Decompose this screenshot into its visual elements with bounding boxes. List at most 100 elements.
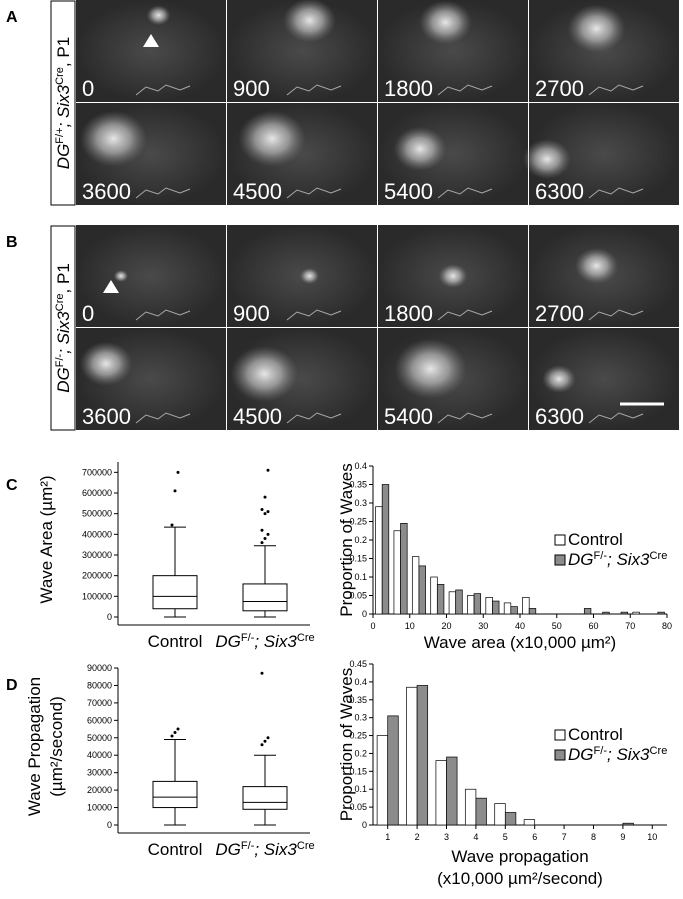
frame-time: 5400 bbox=[384, 404, 433, 429]
outlier bbox=[266, 736, 270, 740]
outlier bbox=[176, 727, 180, 731]
bar bbox=[430, 576, 438, 615]
y-tick-label: 600000 bbox=[82, 488, 112, 498]
y-axis-label: Proportion of Waves bbox=[337, 463, 356, 616]
bar bbox=[375, 506, 383, 615]
vessels bbox=[437, 187, 493, 199]
outlier bbox=[263, 536, 267, 540]
outlier bbox=[260, 541, 264, 545]
y-axis-label: Wave Propagation bbox=[25, 677, 44, 816]
text-segment: F/- bbox=[594, 745, 608, 757]
legend-label: DGF/-; Six3Cre bbox=[568, 550, 667, 569]
vessels bbox=[135, 84, 191, 96]
vessels bbox=[135, 412, 191, 424]
legend-swatch bbox=[554, 534, 566, 546]
outlier bbox=[263, 739, 267, 743]
bar bbox=[528, 608, 537, 615]
frame-time: 900 bbox=[233, 301, 270, 326]
x-tick-label: 80 bbox=[662, 621, 672, 631]
legend-label: Control bbox=[568, 530, 623, 549]
bar bbox=[473, 593, 482, 615]
frame-time: 1800 bbox=[384, 76, 433, 101]
arrowhead bbox=[143, 34, 159, 47]
y-tick-label: 0.4 bbox=[354, 461, 367, 471]
y-tick-label: 300000 bbox=[82, 550, 112, 560]
x-tick-label: 9 bbox=[620, 832, 625, 842]
y-tick-label: 70000 bbox=[87, 698, 112, 708]
text-segment: ; Six3 bbox=[54, 84, 73, 127]
outlier bbox=[170, 523, 174, 527]
vessels bbox=[286, 84, 342, 96]
bar bbox=[620, 611, 629, 615]
x-axis-label: Wave propagation bbox=[451, 847, 588, 866]
y-tick-label: 0 bbox=[362, 609, 367, 619]
bar bbox=[523, 819, 536, 826]
x-tick-label: 7 bbox=[562, 832, 567, 842]
y-tick-label: 400000 bbox=[82, 529, 112, 539]
frame-time: 0 bbox=[82, 301, 94, 326]
bar bbox=[503, 602, 512, 615]
bar bbox=[632, 611, 640, 615]
bar bbox=[467, 595, 475, 615]
text-segment: Cre bbox=[54, 67, 66, 85]
micrograph bbox=[76, 225, 226, 327]
y-tick-label: 0.45 bbox=[349, 659, 367, 669]
bar bbox=[393, 530, 401, 615]
bar bbox=[657, 611, 665, 615]
frame-time: 6300 bbox=[535, 179, 584, 204]
bar bbox=[406, 686, 418, 826]
bar bbox=[464, 788, 477, 826]
bar bbox=[418, 565, 426, 615]
legend-swatch bbox=[554, 554, 566, 566]
y-tick-label: 20000 bbox=[87, 785, 112, 795]
bar bbox=[492, 600, 500, 615]
outlier bbox=[266, 468, 270, 472]
bar bbox=[602, 611, 610, 615]
y-tick-label: 0 bbox=[107, 612, 112, 622]
text-segment: Cre bbox=[297, 840, 315, 852]
y-tick-label: 60000 bbox=[87, 715, 112, 725]
wave-signal bbox=[79, 341, 133, 386]
x-tick-label: 8 bbox=[591, 832, 596, 842]
vessels bbox=[135, 309, 191, 321]
x-axis-label: (x10,000 µm²/second) bbox=[437, 869, 603, 888]
outlier bbox=[173, 731, 177, 735]
wave-signal bbox=[113, 270, 129, 282]
frame-time: 3600 bbox=[82, 179, 131, 204]
text-segment: Cre bbox=[297, 632, 315, 644]
vessels bbox=[437, 309, 493, 321]
frame-time: 2700 bbox=[535, 76, 584, 101]
y-tick-label: 10000 bbox=[87, 803, 112, 813]
text-segment: , P1 bbox=[54, 263, 73, 293]
outlier bbox=[176, 470, 180, 474]
outlier bbox=[260, 671, 264, 675]
frame-time: 4500 bbox=[233, 404, 282, 429]
y-tick-label: 80000 bbox=[87, 680, 112, 690]
outlier bbox=[260, 743, 264, 747]
y-tick-label: 0.25 bbox=[349, 731, 367, 741]
text-segment: F/- bbox=[54, 353, 66, 367]
vessels bbox=[588, 309, 644, 321]
bar bbox=[436, 584, 445, 615]
wave-signal bbox=[542, 365, 576, 393]
y-tick-label: 0.1 bbox=[354, 784, 367, 794]
y-tick-label: 0.1 bbox=[354, 572, 367, 582]
wave-signal bbox=[567, 4, 626, 53]
outlier bbox=[170, 734, 174, 738]
y-tick-label: 50000 bbox=[87, 733, 112, 743]
legend-label: Control bbox=[568, 725, 623, 744]
wave-signal bbox=[419, 0, 472, 45]
bar bbox=[522, 596, 530, 615]
y-tick-label: 0.35 bbox=[349, 695, 367, 705]
x-tick-label: 2 bbox=[415, 832, 420, 842]
bar bbox=[622, 822, 634, 826]
y-tick-label: 200000 bbox=[82, 571, 112, 581]
bar bbox=[411, 556, 420, 615]
x-tick-label: 3 bbox=[444, 832, 449, 842]
panel-label: A bbox=[6, 9, 18, 26]
text-segment: , P1 bbox=[54, 37, 73, 67]
bar bbox=[446, 756, 458, 826]
frame-time: 0 bbox=[82, 76, 94, 101]
text-segment: DG bbox=[54, 144, 73, 170]
